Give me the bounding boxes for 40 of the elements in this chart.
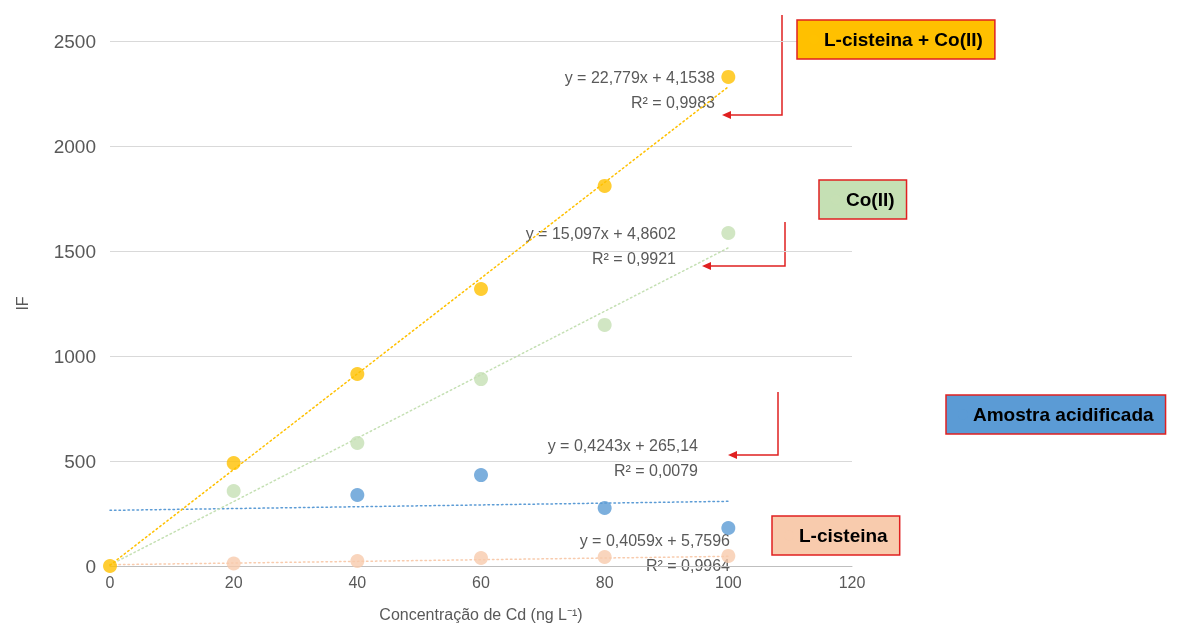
point	[474, 372, 488, 387]
point	[721, 225, 736, 240]
text: L-cisteina + Co(II)	[824, 29, 983, 50]
point	[103, 559, 117, 573]
annotation: y = 0,4243x + 265,14 R² = 0,0079	[547, 437, 699, 479]
point	[474, 282, 488, 297]
x-tick-label: 60	[472, 573, 490, 591]
point	[226, 484, 241, 499]
x-tick-label: 40	[348, 573, 367, 591]
point	[721, 69, 736, 84]
point	[597, 549, 612, 564]
point	[721, 520, 736, 535]
point	[350, 435, 365, 450]
y-axis-title: IF	[13, 296, 31, 311]
y-tick-label: 1500	[53, 240, 96, 262]
annotation: y = 22,779x + 4,1538 R² = 0,9983	[564, 69, 716, 111]
y-tick-label: 2000	[53, 135, 96, 157]
y-tick-label: 2500	[53, 30, 96, 52]
point	[350, 367, 365, 382]
point	[226, 556, 241, 571]
text: Amostra acidificada	[973, 404, 1154, 425]
text: Co(II)	[846, 189, 895, 210]
y-tick-label: 500	[64, 450, 96, 472]
x-tick-label: 20	[224, 573, 243, 591]
point	[597, 501, 612, 516]
point	[226, 456, 241, 471]
y-tick-label: 0	[85, 555, 96, 577]
x-tick-label: 120	[838, 573, 866, 591]
point	[350, 488, 365, 503]
x-axis-title: Concentração de Cd (ng L⁻¹)	[379, 605, 583, 623]
x-tick-label: 100	[714, 573, 742, 591]
point	[597, 317, 612, 332]
point	[474, 551, 488, 566]
point	[597, 178, 612, 193]
point	[474, 468, 488, 483]
x-tick-label: 0	[105, 573, 115, 591]
point	[350, 553, 365, 568]
text: L-cisteina	[799, 525, 889, 546]
x-tick-label: 80	[595, 573, 614, 591]
y-tick-label: 1000	[53, 345, 96, 367]
